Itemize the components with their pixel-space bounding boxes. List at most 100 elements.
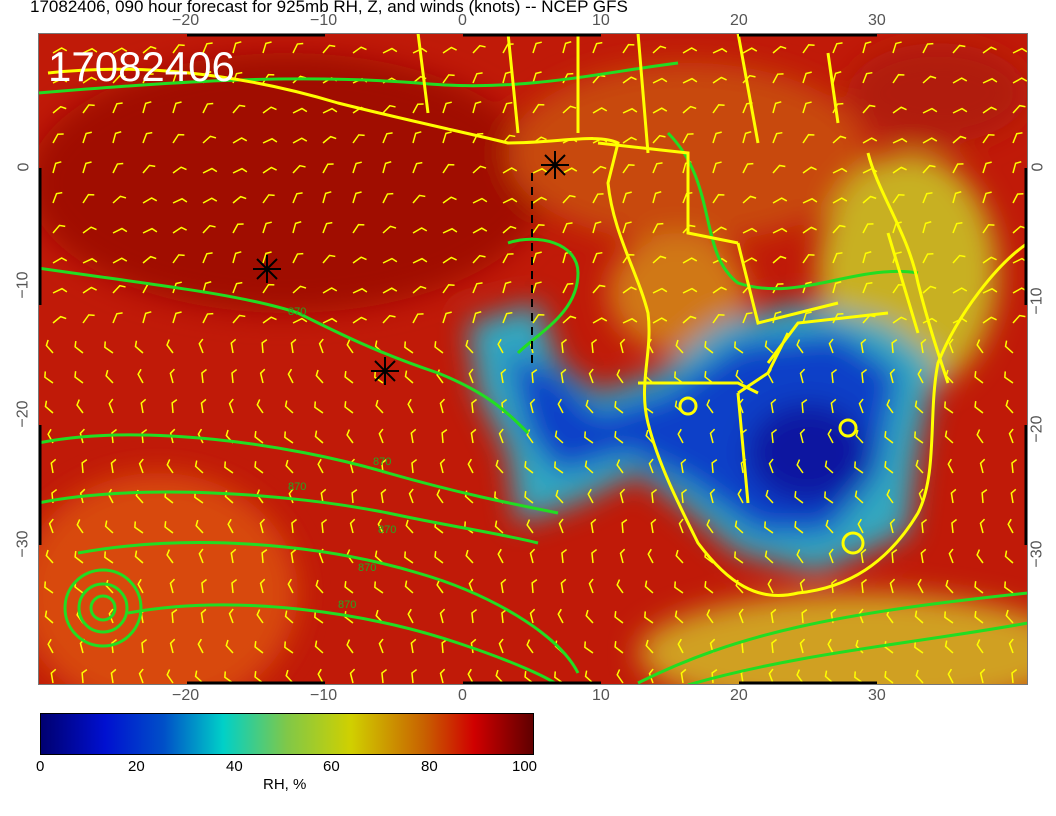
wind-barb — [172, 281, 182, 294]
wind-barb — [706, 399, 714, 414]
wind-barb — [952, 287, 968, 294]
wind-barb — [802, 166, 817, 174]
wind-barb — [172, 197, 188, 204]
wind-barb — [467, 668, 474, 684]
wind-barb — [532, 251, 542, 264]
wind-barb — [652, 191, 662, 204]
wind-barb — [412, 227, 428, 234]
wind-barb — [561, 338, 568, 354]
wind-barb — [555, 489, 564, 504]
wind-barb — [862, 223, 874, 234]
wind-barb — [1004, 550, 1014, 564]
lon-tick-bottom: −10 — [310, 687, 338, 704]
wind-barb — [292, 285, 307, 294]
wind-barb — [922, 252, 934, 264]
wind-barb — [315, 579, 324, 594]
wind-barb — [526, 429, 534, 444]
wind-barb — [674, 371, 684, 384]
wind-barb — [497, 338, 504, 354]
wind-barb — [1011, 668, 1018, 684]
wind-barb — [74, 550, 84, 564]
wind-barb — [592, 107, 608, 114]
wind-barb — [768, 668, 774, 684]
wind-barb — [616, 669, 624, 684]
wind-barb — [346, 339, 354, 354]
wind-barb — [442, 131, 452, 144]
wind-barb — [472, 311, 482, 324]
wind-barb — [202, 252, 213, 264]
wind-barb — [284, 431, 294, 444]
wind-barb — [832, 42, 843, 54]
wind-barb — [314, 401, 324, 414]
wind-barb — [1010, 488, 1017, 504]
wind-barb — [832, 102, 844, 114]
wind-barb — [680, 458, 687, 474]
wind-barb — [412, 103, 424, 114]
wind-barb — [137, 368, 144, 384]
wind-barb — [891, 549, 898, 564]
wind-barb — [52, 133, 64, 144]
wind-barb — [982, 106, 997, 114]
wind-barb — [764, 521, 774, 534]
wind-barb — [951, 518, 958, 534]
wind-barb — [224, 461, 234, 474]
wind-barb — [892, 106, 907, 114]
wind-barb — [706, 609, 714, 624]
contour-label: 870 — [288, 306, 306, 318]
wind-barb — [799, 368, 806, 384]
wind-barb — [801, 609, 808, 624]
wind-barb — [682, 224, 696, 234]
wind-barb — [352, 316, 367, 324]
rh-colorbar — [40, 713, 534, 755]
wind-barb — [560, 368, 567, 384]
wind-barb — [825, 519, 834, 534]
wind-barb — [952, 191, 962, 204]
wind-barb — [137, 578, 144, 594]
wind-barb — [861, 578, 868, 594]
wind-barb — [52, 161, 62, 174]
wind-barb — [404, 370, 414, 384]
wind-barb — [974, 581, 984, 594]
wind-barb — [134, 550, 144, 564]
wind-barb — [412, 257, 428, 264]
wind-barb — [112, 74, 126, 84]
wind-barb — [529, 608, 536, 624]
wind-barb — [502, 225, 517, 234]
lon-tick-top: 10 — [592, 12, 610, 29]
wind-barb — [44, 581, 54, 594]
wind-barb — [648, 458, 654, 474]
wind-barb — [858, 398, 864, 414]
wind-barb — [979, 458, 986, 474]
wind-barb — [197, 638, 204, 654]
wind-barb — [498, 638, 504, 654]
wind-barb — [796, 459, 804, 474]
wind-barb — [472, 197, 488, 204]
wind-barb — [82, 314, 95, 324]
wind-barb — [532, 103, 545, 114]
wind-barb — [712, 314, 725, 324]
station-markers — [253, 151, 569, 385]
wind-barb — [886, 489, 894, 504]
wind-barb — [830, 398, 837, 414]
wind-barb — [112, 47, 128, 54]
wind-barb — [892, 137, 908, 144]
wind-barb — [772, 227, 788, 234]
colorbar-tick: 80 — [421, 758, 438, 775]
wind-barb — [412, 194, 426, 204]
wind-barb — [982, 223, 995, 234]
wind-barb — [982, 191, 992, 204]
wind-barb — [262, 251, 272, 264]
wind-barb — [645, 429, 654, 444]
wind-barb — [346, 429, 354, 444]
wind-barb — [742, 312, 753, 324]
wind-barb — [832, 252, 843, 264]
wind-barb — [171, 399, 178, 414]
wind-barb — [982, 161, 992, 174]
wind-barb — [172, 44, 185, 54]
wind-barb — [112, 284, 126, 294]
wind-barb — [1012, 132, 1023, 144]
wind-barb — [532, 196, 547, 204]
wind-barb — [502, 167, 518, 174]
wind-barb — [742, 257, 758, 264]
wind-barb — [976, 549, 984, 564]
